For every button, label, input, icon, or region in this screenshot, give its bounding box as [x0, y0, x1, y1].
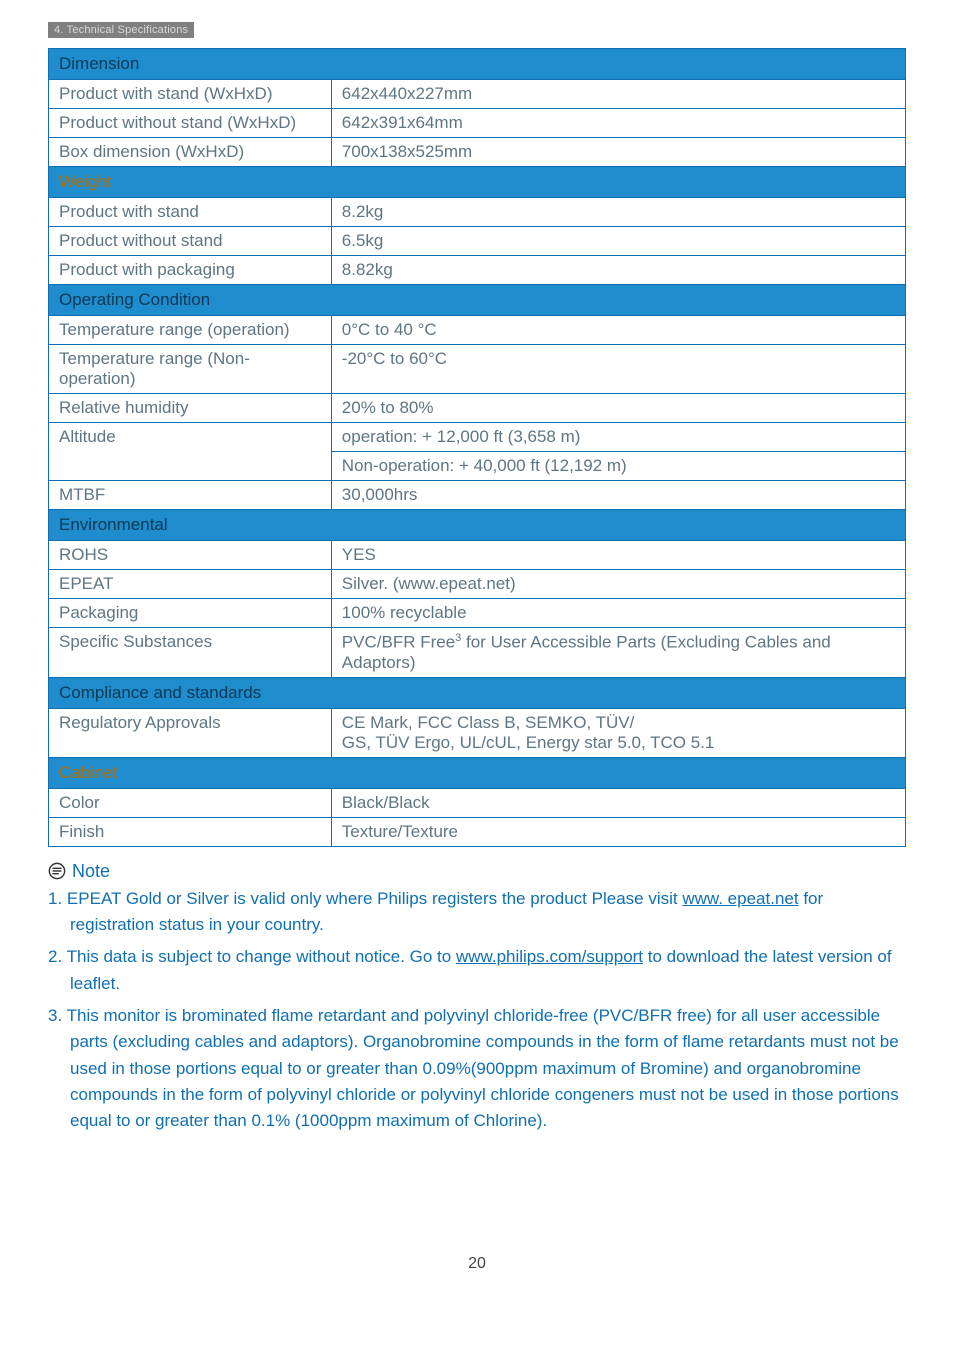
table-row: Relative humidity 20% to 80%	[49, 394, 906, 423]
spec-val: 100% recyclable	[331, 599, 905, 628]
note-2-link[interactable]: www.philips.com/support	[456, 947, 643, 966]
table-row: Product with stand (WxHxD) 642x440x227mm	[49, 80, 906, 109]
table-row: Product without stand (WxHxD) 642x391x64…	[49, 109, 906, 138]
note-2-pre: This data is subject to change without n…	[67, 947, 456, 966]
spec-key: Packaging	[49, 599, 332, 628]
spec-key: Temperature range (Non-operation)	[49, 345, 332, 394]
spec-val: PVC/BFR Free3 for User Accessible Parts …	[331, 628, 905, 678]
section-cabinet: Cabinet	[49, 757, 906, 788]
spec-key: Product with stand (WxHxD)	[49, 80, 332, 109]
spec-key: ROHS	[49, 541, 332, 570]
section-dimension: Dimension	[49, 49, 906, 80]
note-label: Note	[72, 861, 110, 882]
note-item: This monitor is brominated flame retarda…	[48, 1003, 906, 1135]
table-row: ROHS YES	[49, 541, 906, 570]
spec-key: Box dimension (WxHxD)	[49, 138, 332, 167]
table-row: Box dimension (WxHxD) 700x138x525mm	[49, 138, 906, 167]
spec-val: Non-operation: + 40,000 ft (12,192 m)	[331, 452, 905, 481]
spec-key: EPEAT	[49, 570, 332, 599]
spec-val: operation: + 12,000 ft (3,658 m)	[331, 423, 905, 452]
spec-val: 6.5kg	[331, 227, 905, 256]
table-row: MTBF 30,000hrs	[49, 481, 906, 510]
spec-val: YES	[331, 541, 905, 570]
note-1-pre: EPEAT Gold or Silver is valid only where…	[67, 889, 682, 908]
regulatory-l1: CE Mark, FCC Class B, SEMKO, TÜV/	[342, 713, 635, 732]
table-row: Specific Substances PVC/BFR Free3 for Us…	[49, 628, 906, 678]
table-row: Altitude operation: + 12,000 ft (3,658 m…	[49, 423, 906, 452]
section-compliance: Compliance and standards	[49, 677, 906, 708]
spec-key: Regulatory Approvals	[49, 708, 332, 757]
spec-val: Silver. (www.epeat.net)	[331, 570, 905, 599]
spec-val: Black/Black	[331, 788, 905, 817]
table-row: EPEAT Silver. (www.epeat.net)	[49, 570, 906, 599]
spec-table: Dimension Product with stand (WxHxD) 642…	[48, 48, 906, 847]
spec-key: Product without stand (WxHxD)	[49, 109, 332, 138]
spec-val: 20% to 80%	[331, 394, 905, 423]
spec-key: Finish	[49, 817, 332, 846]
note-item: This data is subject to change without n…	[48, 944, 906, 997]
table-row: Temperature range (Non-operation) -20°C …	[49, 345, 906, 394]
spec-val: 30,000hrs	[331, 481, 905, 510]
note-block: Note EPEAT Gold or Silver is valid only …	[48, 861, 906, 1135]
section-environmental: Environmental	[49, 510, 906, 541]
spec-val: 8.82kg	[331, 256, 905, 285]
spec-val: 8.2kg	[331, 198, 905, 227]
spec-val: Texture/Texture	[331, 817, 905, 846]
spec-key: MTBF	[49, 481, 332, 510]
table-row: Product with stand 8.2kg	[49, 198, 906, 227]
breadcrumb: 4. Technical Specifications	[48, 22, 194, 38]
note-icon	[48, 862, 66, 880]
table-row: Product without stand 6.5kg	[49, 227, 906, 256]
spec-key: Product with stand	[49, 198, 332, 227]
table-row: Color Black/Black	[49, 788, 906, 817]
section-weight: Weight	[49, 167, 906, 198]
spec-val: CE Mark, FCC Class B, SEMKO, TÜV/ GS, TÜ…	[331, 708, 905, 757]
regulatory-l2: GS, TÜV Ergo, UL/cUL, Energy star 5.0, T…	[342, 733, 715, 752]
spec-val: -20°C to 60°C	[331, 345, 905, 394]
table-row: Temperature range (operation) 0°C to 40 …	[49, 316, 906, 345]
spec-key: Altitude	[49, 423, 332, 481]
note-item: EPEAT Gold or Silver is valid only where…	[48, 886, 906, 939]
note-1-link[interactable]: www. epeat.net	[682, 889, 798, 908]
spec-val: 642x440x227mm	[331, 80, 905, 109]
spec-val: 700x138x525mm	[331, 138, 905, 167]
spec-key: Color	[49, 788, 332, 817]
spec-key: Product without stand	[49, 227, 332, 256]
spec-key: Specific Substances	[49, 628, 332, 678]
table-row: Regulatory Approvals CE Mark, FCC Class …	[49, 708, 906, 757]
table-row: Packaging 100% recyclable	[49, 599, 906, 628]
spec-key: Temperature range (operation)	[49, 316, 332, 345]
table-row: Product with packaging 8.82kg	[49, 256, 906, 285]
section-operating-condition: Operating Condition	[49, 285, 906, 316]
table-row: Finish Texture/Texture	[49, 817, 906, 846]
spec-key: Relative humidity	[49, 394, 332, 423]
spec-key: Product with packaging	[49, 256, 332, 285]
spec-val: 642x391x64mm	[331, 109, 905, 138]
substances-pre: PVC/BFR Free	[342, 633, 455, 652]
page-number: 20	[48, 1255, 906, 1273]
spec-val: 0°C to 40 °C	[331, 316, 905, 345]
note-3-text: This monitor is brominated flame retarda…	[67, 1006, 899, 1130]
